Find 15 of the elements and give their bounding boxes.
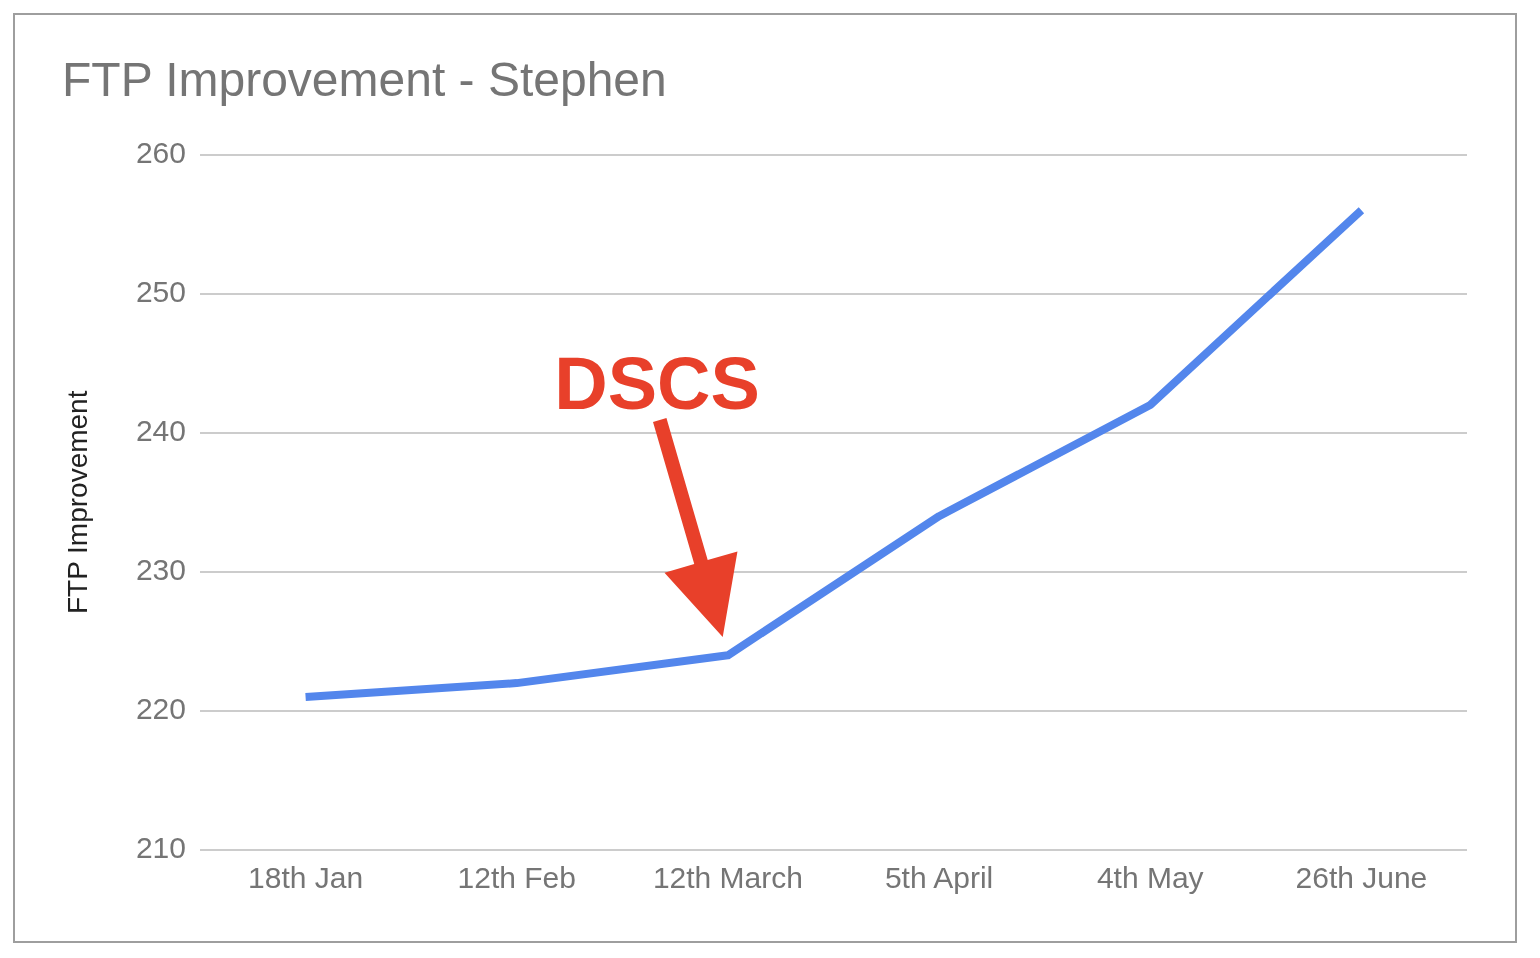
y-tick-label: 230 (135, 553, 186, 587)
x-tick-label: 26th June (1295, 861, 1428, 895)
y-axis-title: FTP Improvement (61, 390, 93, 615)
x-tick-label: 18th Jan (248, 861, 364, 895)
y-tick-label: 240 (135, 414, 186, 448)
y-tick-label: 220 (135, 692, 186, 726)
x-tick-label: 12th Feb (457, 861, 576, 895)
y-tick-label: 260 (135, 135, 186, 169)
x-tick-label: 4th May (1096, 861, 1204, 895)
y-tick-label: 250 (135, 274, 186, 308)
y-tick-label: 210 (135, 831, 186, 865)
x-tick-label: 12th March (652, 861, 803, 895)
x-tick-label: 5th April (884, 861, 994, 895)
annotation: DSCS (554, 341, 760, 425)
chart-title: FTP Improvement - Stephen (62, 53, 667, 107)
